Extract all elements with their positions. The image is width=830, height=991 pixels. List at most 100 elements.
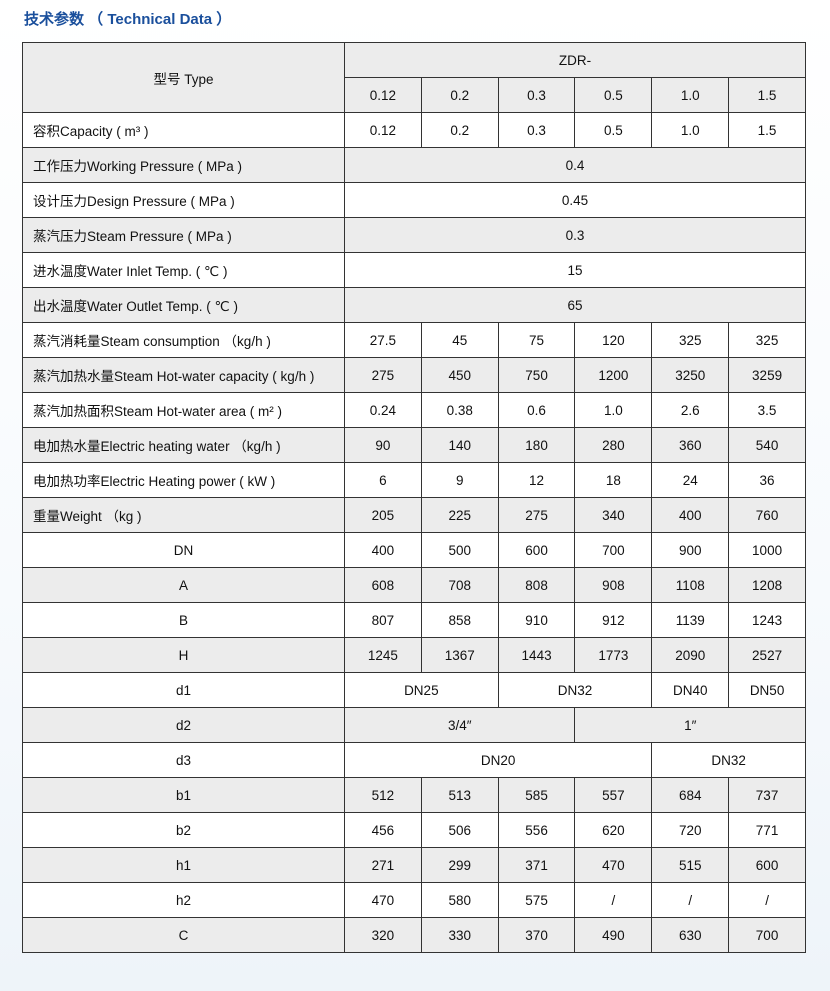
row-label: 蒸汽压力Steam Pressure ( MPa ) [22, 217, 345, 253]
table-cell: 3259 [728, 357, 806, 393]
table-cell: 575 [497, 882, 576, 918]
table-cell: 27.5 [344, 322, 422, 358]
table-cell: 140 [420, 427, 499, 463]
model-row: 0.12 0.2 0.3 0.5 1.0 1.5 [23, 77, 806, 113]
section-title: 技术参数 （ Technical Data ） [24, 11, 232, 28]
table-row: b1 512 513 585 557 684 737 [22, 777, 806, 813]
table-cell: 750 [497, 357, 576, 393]
row-label: b2 [22, 812, 345, 848]
table-cell: 708 [420, 567, 499, 603]
table-cell: 9 [420, 462, 499, 498]
table-cell: / [574, 882, 653, 918]
model-header: 0.12 [344, 77, 422, 113]
table-cell: 275 [344, 357, 422, 393]
model-prefix-header: ZDR- [344, 42, 806, 78]
table-row: 蒸汽压力Steam Pressure ( MPa ) 0.3 [22, 217, 806, 253]
table-cell: DN32 [651, 742, 806, 778]
row-label: 进水温度Water Inlet Temp. ( ℃ ) [22, 252, 345, 288]
table-cell: 120 [574, 322, 653, 358]
table-cell: 456 [344, 812, 422, 848]
table-row: d2 3/4″ 1″ [22, 707, 806, 743]
table-cell: 370 [497, 917, 576, 953]
table-cell: 0.2 [420, 112, 499, 148]
table-row: B 807 858 910 912 1139 1243 [22, 602, 806, 638]
table-cell: 1245 [344, 637, 422, 673]
table-cell: 737 [728, 777, 806, 813]
table-cell: 1.0 [574, 392, 653, 428]
model-header: 1.5 [728, 77, 806, 113]
table-cell: 3/4″ [343, 707, 576, 743]
table-cell: 908 [574, 567, 653, 603]
table-cell: 1243 [728, 602, 806, 638]
table-cell: 325 [728, 322, 806, 358]
table-cell: 540 [728, 427, 806, 463]
table-row: DN 400 500 600 700 900 1000 [22, 532, 806, 568]
table-cell: 280 [574, 427, 653, 463]
row-label: h1 [22, 847, 345, 883]
row-label: b1 [22, 777, 345, 813]
table-cell: 912 [574, 602, 653, 638]
table-cell: 470 [344, 882, 422, 918]
table-row: 出水温度Water Outlet Temp. ( ℃ ) 65 [22, 287, 806, 323]
table-cell: 1108 [651, 567, 730, 603]
row-label: A [22, 567, 345, 603]
table-cell: DN25 [344, 672, 499, 708]
row-label: 电加热水量Electric heating water （kg/h ) [22, 427, 345, 463]
type-header: 型号 Type [22, 42, 345, 113]
table-cell: 910 [497, 602, 576, 638]
table-row: b2 456 506 556 620 720 771 [22, 812, 806, 848]
table-cell: 760 [728, 497, 806, 533]
table-cell: 500 [420, 532, 499, 568]
table-cell: 0.5 [574, 112, 653, 148]
table-cell: 506 [420, 812, 499, 848]
table-cell: 340 [574, 497, 653, 533]
table-cell: 450 [420, 357, 499, 393]
table-cell: DN20 [343, 742, 653, 778]
row-label: 蒸汽加热水量Steam Hot-water capacity ( kg/h ) [22, 357, 345, 393]
table-cell: 720 [651, 812, 730, 848]
row-label: B [22, 602, 345, 638]
table-cell: 585 [497, 777, 576, 813]
table-cell: DN50 [728, 672, 806, 708]
table-cell: 180 [497, 427, 576, 463]
table-row: C 320 330 370 490 630 700 [22, 917, 806, 953]
table-cell: 1208 [728, 567, 806, 603]
table-cell: / [651, 882, 730, 918]
table-cell: 65 [344, 287, 806, 323]
table-cell: 580 [420, 882, 499, 918]
table-cell: DN40 [651, 672, 730, 708]
row-label: d2 [22, 707, 345, 743]
table-cell: 225 [420, 497, 499, 533]
row-label: H [22, 637, 345, 673]
row-label: DN [22, 532, 345, 568]
table-row: h1 271 299 371 470 515 600 [22, 847, 806, 883]
table-cell: 0.4 [344, 147, 806, 183]
table-row: 电加热水量Electric heating water （kg/h ) 90 140… [22, 427, 806, 463]
table-cell: 360 [651, 427, 730, 463]
table-cell: 490 [574, 917, 653, 953]
table-cell: 900 [651, 532, 730, 568]
table-cell: 1.0 [651, 112, 730, 148]
table-cell: 2.6 [651, 392, 730, 428]
table-cell: 0.24 [344, 392, 422, 428]
table-cell: 700 [728, 917, 806, 953]
table-cell: 45 [420, 322, 499, 358]
table-row: d3 DN20 DN32 [22, 742, 806, 778]
table-cell: 18 [574, 462, 653, 498]
table-cell: 0.6 [497, 392, 576, 428]
row-label: C [22, 917, 345, 953]
table-cell: 858 [420, 602, 499, 638]
row-label: 出水温度Water Outlet Temp. ( ℃ ) [22, 287, 345, 323]
table-cell: 1″ [574, 707, 806, 743]
table-cell: 0.38 [420, 392, 499, 428]
table-cell: 75 [497, 322, 576, 358]
table-cell: 630 [651, 917, 730, 953]
table-cell: 513 [420, 777, 499, 813]
model-header: 1.0 [651, 77, 730, 113]
table-row: 电加热功率Electric Heating power ( kW ) 6 9 12 18… [22, 462, 806, 498]
table-cell: 400 [344, 532, 422, 568]
table-cell: 2527 [728, 637, 806, 673]
table-cell: 0.3 [497, 112, 576, 148]
table-cell: 684 [651, 777, 730, 813]
table-cell: 36 [728, 462, 806, 498]
